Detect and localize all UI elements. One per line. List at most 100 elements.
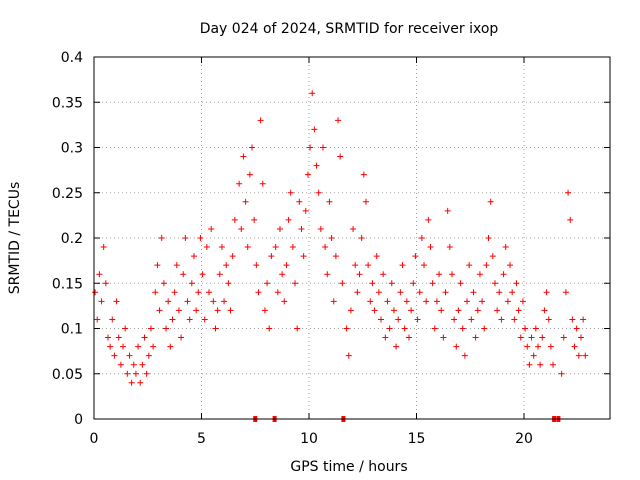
data-point — [298, 225, 305, 232]
data-point — [169, 316, 176, 323]
data-point — [421, 262, 428, 269]
data-point — [410, 280, 417, 287]
y-tick-label: 0.1 — [61, 322, 83, 338]
data-point — [550, 361, 557, 368]
data-point — [569, 316, 576, 323]
data-point — [543, 289, 550, 296]
data-point — [272, 244, 279, 251]
data-point — [526, 361, 533, 368]
x-tick-label: 10 — [300, 431, 318, 447]
data-point — [558, 370, 565, 377]
x-tick-label: 0 — [90, 431, 99, 447]
data-point — [401, 325, 408, 332]
data-point — [474, 307, 481, 314]
data-point — [560, 334, 567, 341]
data-point — [356, 271, 363, 278]
data-point — [281, 298, 288, 305]
data-point — [479, 298, 486, 305]
y-tick-label: 0.25 — [52, 186, 83, 202]
data-point — [472, 334, 479, 341]
data-point — [408, 307, 415, 314]
data-point — [500, 271, 507, 278]
data-point — [476, 271, 483, 278]
data-point — [513, 280, 520, 287]
data-point — [173, 262, 180, 269]
data-point — [115, 334, 122, 341]
data-point — [481, 325, 488, 332]
data-point — [522, 325, 529, 332]
data-point — [122, 325, 129, 332]
data-point — [371, 307, 378, 314]
data-point — [206, 289, 213, 296]
data-point — [180, 271, 187, 278]
data-point — [307, 144, 314, 151]
data-point — [132, 370, 139, 377]
data-point — [511, 316, 518, 323]
data-point — [541, 307, 548, 314]
data-point — [446, 244, 453, 251]
data-point — [423, 298, 430, 305]
data-point — [468, 316, 475, 323]
data-point — [182, 235, 189, 241]
data-point — [319, 144, 326, 151]
data-point — [203, 244, 210, 251]
data-point — [141, 334, 148, 341]
data-point — [274, 289, 281, 296]
data-point — [216, 271, 223, 278]
data-point — [315, 189, 322, 196]
y-tick-label: 0.3 — [61, 141, 83, 157]
y-tick-label: 0.4 — [61, 50, 83, 66]
data-point — [565, 189, 572, 196]
data-point — [347, 307, 354, 314]
data-point — [519, 298, 526, 305]
data-point — [128, 379, 135, 386]
data-point — [150, 343, 157, 350]
data-point — [143, 370, 150, 377]
data-point — [242, 198, 249, 205]
data-point — [227, 307, 234, 314]
data-point — [158, 235, 165, 241]
data-point — [218, 244, 225, 251]
data-point — [448, 271, 455, 278]
data-point — [496, 289, 503, 296]
data-point — [418, 235, 425, 241]
data-point — [567, 216, 574, 223]
data-point — [382, 334, 389, 341]
data-point — [221, 298, 228, 305]
x-axis-ticks: 0 5 10 15 20 — [90, 57, 533, 447]
data-point — [395, 316, 402, 323]
data-point — [414, 316, 421, 323]
data-point — [517, 334, 524, 341]
data-point — [251, 216, 258, 223]
data-point — [117, 361, 124, 368]
y-tick-label: 0 — [74, 412, 83, 428]
data-point — [300, 253, 307, 260]
data-point — [309, 90, 316, 97]
y-tick-label: 0.05 — [52, 367, 83, 383]
data-point — [545, 316, 552, 323]
data-point — [104, 334, 111, 341]
data-point — [455, 307, 462, 314]
data-point — [444, 207, 451, 214]
data-point — [255, 289, 262, 296]
data-point — [332, 253, 339, 260]
x-tick-label: 5 — [197, 431, 206, 447]
data-point — [464, 298, 471, 305]
data-point — [461, 352, 468, 359]
data-point — [380, 271, 387, 278]
data-point — [489, 253, 496, 260]
data-point — [453, 343, 460, 350]
data-point — [386, 325, 393, 332]
data-point — [186, 316, 193, 323]
data-point — [367, 298, 374, 305]
data-point — [365, 262, 372, 269]
data-point — [259, 180, 266, 187]
data-point — [96, 271, 103, 278]
data-point — [126, 352, 133, 359]
data-point — [330, 298, 337, 305]
data-point — [324, 271, 331, 278]
y-tick-label: 0.2 — [61, 231, 83, 247]
data-point — [337, 153, 344, 160]
data-point — [427, 244, 434, 251]
